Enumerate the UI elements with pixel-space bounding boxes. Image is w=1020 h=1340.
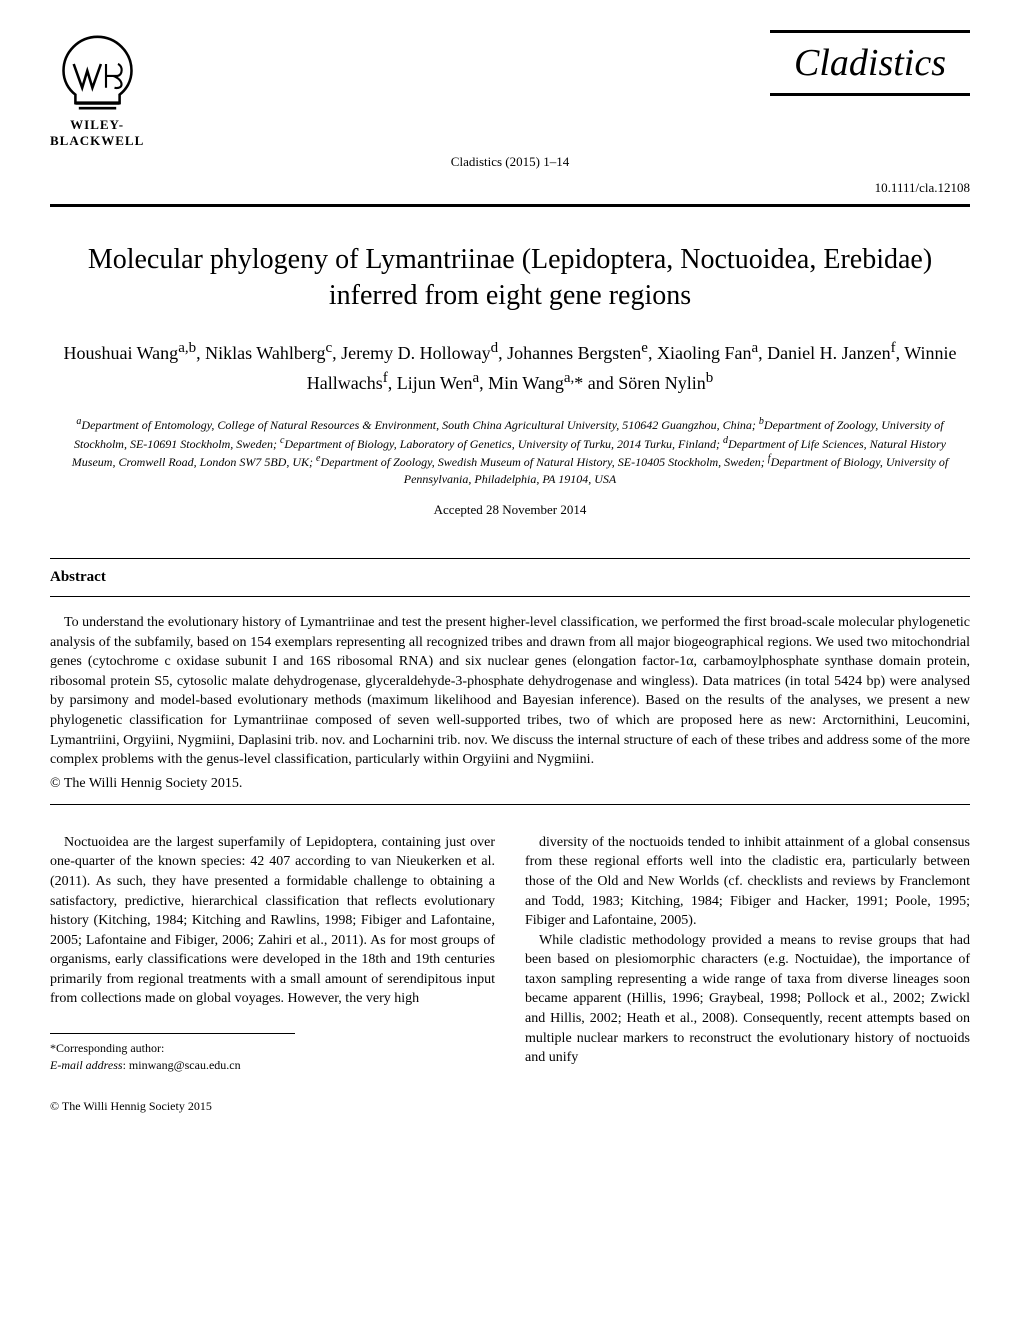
publisher-name: WILEY-BLACKWELL — [50, 117, 144, 149]
body-paragraph: Noctuoidea are the largest superfamily o… — [50, 833, 495, 1009]
page-copyright: © The Willi Hennig Society 2015 — [50, 1098, 495, 1115]
left-column: Noctuoidea are the largest superfamily o… — [50, 833, 495, 1115]
corresponding-email: E-mail address: minwang@scau.edu.cn — [50, 1057, 295, 1074]
affiliations: aDepartment of Entomology, College of Na… — [50, 415, 970, 488]
journal-name: Cladistics — [770, 30, 970, 96]
abstract-heading: Abstract — [50, 558, 970, 597]
citation-line: Cladistics (2015) 1–14 — [50, 154, 970, 170]
accepted-date: Accepted 28 November 2014 — [50, 502, 970, 518]
page-header: WILEY-BLACKWELL Cladistics — [50, 30, 970, 149]
email-address: minwang@scau.edu.cn — [129, 1058, 241, 1072]
body-paragraph: diversity of the noctuoids tended to inh… — [525, 833, 970, 931]
doi-line: 10.1111/cla.12108 — [50, 180, 970, 207]
body-columns: Noctuoidea are the largest superfamily o… — [50, 833, 970, 1115]
body-paragraph: While cladistic methodology provided a m… — [525, 931, 970, 1068]
journal-block: Cladistics — [770, 30, 970, 96]
email-label: E-mail address — [50, 1058, 123, 1072]
abstract-copyright: © The Willi Hennig Society 2015. — [50, 776, 970, 792]
abstract-text: To understand the evolutionary history o… — [50, 613, 970, 770]
footnote-block: *Corresponding author: E-mail address: m… — [50, 1033, 295, 1074]
right-column: diversity of the noctuoids tended to inh… — [525, 833, 970, 1115]
author-list: Houshuai Wanga,b, Niklas Wahlbergc, Jere… — [50, 337, 970, 397]
article-title: Molecular phylogeny of Lymantriinae (Lep… — [50, 242, 970, 315]
corresponding-author-label: *Corresponding author: — [50, 1040, 295, 1057]
publisher-logo-block: WILEY-BLACKWELL — [50, 30, 144, 149]
wiley-logo-icon — [55, 30, 140, 115]
divider-rule — [50, 804, 970, 805]
